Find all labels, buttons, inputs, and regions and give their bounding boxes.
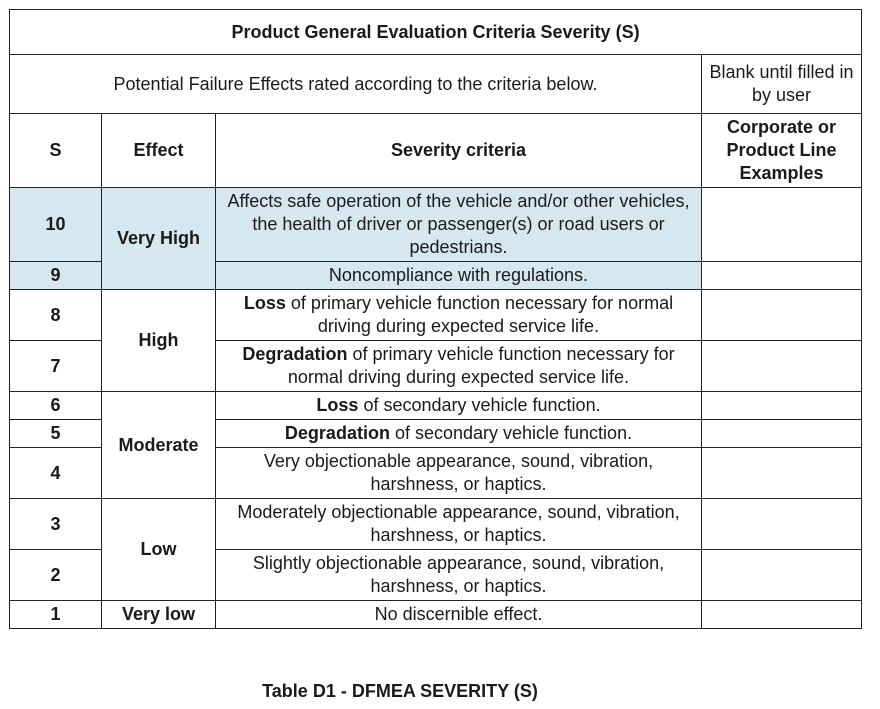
example-cell (700, 498, 863, 550)
criteria-text: No discernible effect. (215, 600, 702, 629)
effect-high: High (101, 289, 216, 392)
table-row: 9 Noncompliance with regulations. (9, 261, 863, 290)
table-row: 3 Low Moderately objectionable appearanc… (9, 498, 863, 601)
criteria-text: of secondary vehicle function. (389, 423, 633, 443)
criteria-text: of primary vehicle function necessary fo… (287, 344, 675, 387)
table-row: 7 Degradation of primary vehicle functio… (9, 340, 863, 392)
criteria-cell: Loss of primary vehicle function necessa… (215, 289, 702, 341)
intro-text: Potential Failure Effects rated accordin… (9, 54, 702, 114)
table-row: 2 Slightly objectionable appearance, sou… (9, 549, 863, 601)
blank-note: Blank until filled in by user (700, 54, 863, 114)
effect-very-low: Very low (101, 600, 216, 629)
criteria-text: Affects safe operation of the vehicle an… (215, 187, 702, 262)
table-row: 1 Very low No discernible effect. (9, 600, 863, 629)
table-row: 8 High Loss of primary vehicle function … (9, 289, 863, 392)
table-caption: Table D1 - DFMEA SEVERITY (S) (262, 681, 538, 701)
criteria-keyword: Loss (243, 293, 286, 313)
example-cell (700, 419, 863, 448)
example-cell (700, 289, 863, 341)
header-examples: Corporate or Product Line Examples (700, 113, 863, 188)
criteria-text: Moderately objectionable appearance, sou… (215, 498, 702, 550)
effect-moderate: Moderate (101, 391, 216, 499)
severity-value: 5 (9, 419, 102, 448)
criteria-keyword: Loss (316, 395, 359, 415)
severity-value: 7 (9, 340, 102, 392)
criteria-keyword: Degradation (284, 423, 390, 443)
example-cell (700, 261, 863, 290)
table-row: 10 Very High Affects safe operation of t… (9, 187, 863, 290)
table-title: Product General Evaluation Criteria Seve… (8, 9, 863, 55)
header-criteria: Severity criteria (215, 113, 702, 188)
example-cell (700, 447, 863, 499)
severity-value: 8 (9, 289, 102, 341)
header-s: S (9, 113, 102, 188)
severity-table: Product General Evaluation Criteria Seve… (8, 9, 863, 629)
severity-value: 2 (9, 549, 102, 601)
criteria-text: of secondary vehicle function. (358, 395, 601, 415)
criteria-text: Noncompliance with regulations. (215, 261, 702, 290)
example-cell (700, 187, 863, 262)
criteria-text: Slightly objectionable appearance, sound… (215, 549, 702, 601)
severity-value: 1 (9, 600, 102, 629)
effect-very-high: Very High (101, 187, 216, 290)
severity-value: 4 (9, 447, 102, 499)
table-row: 6 Moderate Loss of secondary vehicle fun… (9, 391, 863, 499)
example-cell (700, 391, 863, 420)
header-effect: Effect (101, 113, 216, 188)
criteria-keyword: Degradation (242, 344, 348, 364)
criteria-text: of primary vehicle function necessary fo… (285, 293, 674, 336)
example-cell (700, 340, 863, 392)
example-cell (700, 549, 863, 601)
example-cell (700, 600, 863, 629)
table-row: 4 Very objectionable appearance, sound, … (9, 447, 863, 499)
criteria-cell: Loss of secondary vehicle function. (215, 391, 702, 420)
severity-value: 9 (9, 261, 102, 290)
effect-low: Low (101, 498, 216, 601)
severity-value: 10 (9, 187, 102, 262)
severity-value: 6 (9, 391, 102, 420)
criteria-text: Very objectionable appearance, sound, vi… (215, 447, 702, 499)
criteria-cell: Degradation of secondary vehicle functio… (215, 419, 702, 448)
criteria-cell: Degradation of primary vehicle function … (215, 340, 702, 392)
severity-value: 3 (9, 498, 102, 550)
